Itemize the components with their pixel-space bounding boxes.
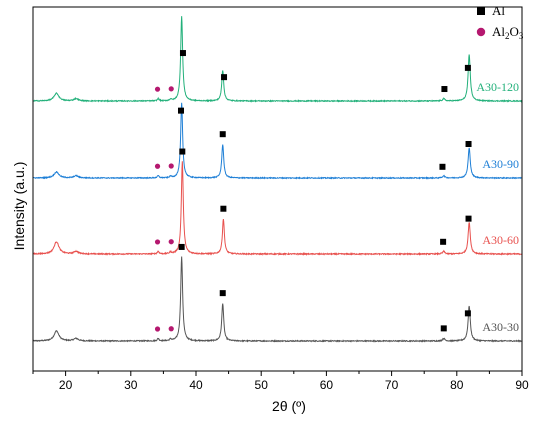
traces: A30-30 A30-60 A30-90 A30-120 <box>32 16 523 343</box>
legend-al2o3-marker <box>476 27 486 37</box>
al2o3-marker <box>168 239 174 245</box>
x-tick-label: 30 <box>124 378 138 392</box>
al-marker <box>465 215 472 222</box>
al-marker <box>178 243 185 250</box>
al-marker <box>464 64 471 71</box>
x-tick-label: 80 <box>450 378 464 392</box>
al2o3-marker <box>168 163 174 169</box>
series-line-a30-60 <box>32 161 523 256</box>
al-marker <box>219 290 226 297</box>
legend: Al Al2O3 <box>476 3 524 41</box>
series-label-a30-30: A30-30 <box>482 320 519 334</box>
al-marker <box>179 148 186 155</box>
legend-al-marker <box>477 7 485 15</box>
al2o3-marker <box>154 326 161 332</box>
x-axis-label: 2θ (º) <box>272 398 306 414</box>
al-marker <box>439 163 446 170</box>
al-marker <box>464 310 471 317</box>
al2o3-marker <box>168 326 174 332</box>
series-label-a30-60: A30-60 <box>482 233 519 247</box>
legend-al-label: Al <box>492 3 505 18</box>
plot-frame <box>32 6 523 372</box>
al-marker <box>440 325 447 332</box>
series-line-a30-90 <box>32 102 523 180</box>
al-marker <box>219 131 226 138</box>
phase-markers <box>154 50 472 332</box>
x-tick-label: 90 <box>515 378 529 392</box>
x-tick-label: 60 <box>320 378 334 392</box>
al-marker <box>220 205 227 212</box>
al-marker <box>221 74 228 81</box>
al2o3-marker <box>154 239 161 245</box>
x-tick-label: 20 <box>59 378 73 392</box>
x-tick-label: 50 <box>255 378 269 392</box>
al2o3-marker <box>154 163 161 169</box>
al-marker <box>440 238 447 245</box>
al-marker <box>441 86 448 93</box>
legend-al2o3-label: Al2O3 <box>492 24 524 41</box>
x-tick-label: 70 <box>385 378 399 392</box>
series-label-a30-120: A30-120 <box>476 80 519 94</box>
al-marker <box>179 50 186 57</box>
al2o3-marker <box>154 86 161 92</box>
series-label-a30-90: A30-90 <box>482 157 519 171</box>
series-line-a30-30 <box>32 256 523 343</box>
al-marker <box>465 140 472 147</box>
y-axis-label: Intensity (a.u.) <box>11 162 27 251</box>
series-line-a30-120 <box>32 16 523 103</box>
al-marker <box>178 107 185 114</box>
al2o3-marker <box>168 86 174 92</box>
axes: 20 30 40 50 60 70 80 90 <box>32 6 529 392</box>
x-tick-label: 40 <box>189 378 203 392</box>
